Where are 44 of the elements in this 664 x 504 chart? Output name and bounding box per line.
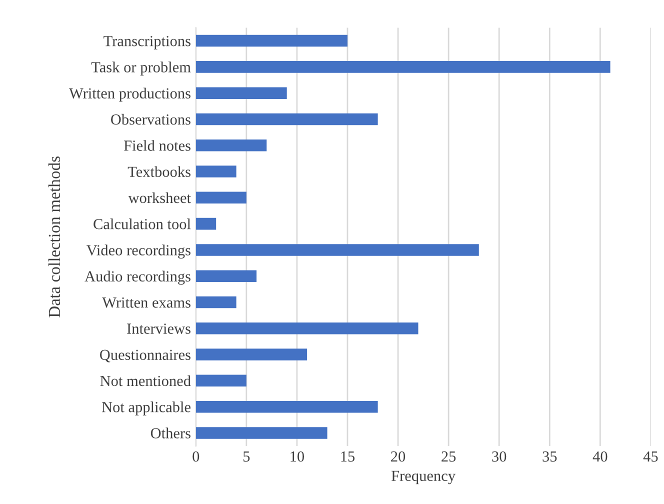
y-tick-label: Task or problem <box>91 62 191 76</box>
x-tick-label: 35 <box>542 451 557 462</box>
x-tick-label: 15 <box>341 451 355 462</box>
bar <box>196 322 418 334</box>
bar <box>196 34 348 47</box>
bar <box>196 166 236 178</box>
bar <box>196 113 378 126</box>
y-tick-label: Field notes <box>124 140 190 151</box>
y-tick-label: Transcriptions <box>104 36 190 50</box>
y-tick-label: Textbooks <box>128 166 190 177</box>
y-tick-label: Observations <box>111 114 190 125</box>
bar <box>196 400 378 413</box>
x-tick-label: 40 <box>592 451 608 462</box>
bar <box>196 348 308 360</box>
y-tick-label: Audio recordings <box>84 270 190 285</box>
x-tick-label: 20 <box>391 451 406 462</box>
x-tick-label: 5 <box>243 452 250 462</box>
bar <box>196 427 328 439</box>
bar <box>196 374 246 387</box>
y-tick-label: worksheet <box>128 192 191 204</box>
y-tick-label: Not applicable <box>102 402 190 416</box>
bar <box>196 61 610 73</box>
y-tick-label: Others <box>150 428 190 438</box>
y-tick-label: Video recordings <box>86 244 190 259</box>
bar <box>196 270 257 282</box>
y-tick-label: Written exams <box>102 297 190 308</box>
y-axis-title: Data collection methods <box>48 156 60 318</box>
x-axis-title: Frequency <box>391 470 456 484</box>
y-tick-label: Not mentioned <box>100 375 191 386</box>
x-tick-label: 30 <box>492 451 506 462</box>
bar <box>196 192 246 204</box>
bar <box>196 87 287 99</box>
x-tick-label: 0 <box>192 451 200 462</box>
x-tick-label: 10 <box>290 451 304 462</box>
y-tick-label: Calculation tool <box>94 218 191 230</box>
bar <box>196 139 267 152</box>
bar <box>196 218 216 230</box>
bar <box>196 296 236 308</box>
x-tick-label: 25 <box>442 451 456 462</box>
x-tick-label: 45 <box>643 451 658 462</box>
y-tick-label: Interviews <box>127 324 190 334</box>
bar <box>196 244 479 256</box>
y-tick-label: Written productions <box>69 88 190 102</box>
y-tick-label: Questionnaires <box>100 350 190 362</box>
